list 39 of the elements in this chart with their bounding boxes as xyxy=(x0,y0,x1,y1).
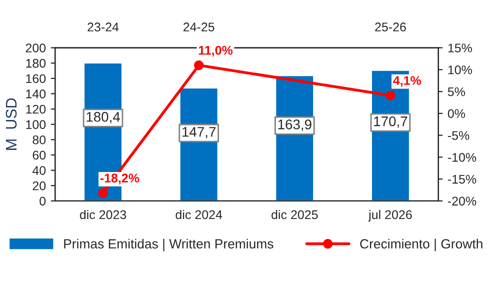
x-tick-label: dic 2023 xyxy=(80,210,126,220)
y2-tick-label: 0% xyxy=(448,109,466,118)
legend-label: Crecimiento | Growth xyxy=(360,238,482,252)
point xyxy=(386,90,396,100)
y-tick-label: 0 xyxy=(40,196,46,206)
y2-tick-label: -20% xyxy=(448,196,476,206)
y2-tick-label: 10% xyxy=(448,65,472,74)
y-tick-label: 40 xyxy=(32,166,46,175)
y-tick-label: 160 xyxy=(26,74,46,84)
point xyxy=(194,60,204,70)
y-tick-label: 140 xyxy=(26,90,46,98)
data-label: 180,4 xyxy=(86,112,120,124)
text: 24-25 xyxy=(183,22,214,32)
y-tick-label: 180 xyxy=(26,58,46,68)
y2-tick-label: -15% xyxy=(448,174,476,184)
data-label: 11,0% xyxy=(198,46,233,57)
text: 23-24 xyxy=(88,22,119,32)
y2-tick-label: -5% xyxy=(448,131,470,140)
data-label: -18,2% xyxy=(100,174,140,184)
y-tick-label: 20 xyxy=(32,181,46,190)
y-axis-title: M USD xyxy=(6,98,17,150)
text: 25-26 xyxy=(375,22,406,32)
data-label: 170,7 xyxy=(374,116,408,128)
point xyxy=(98,188,108,198)
legend-label: Primas Emitidas | Written Premiums xyxy=(64,238,274,252)
y-tick-label: 120 xyxy=(26,104,46,114)
x-tick-label: dic 2024 xyxy=(176,210,222,220)
data-label: 147,7 xyxy=(182,127,216,138)
data-label: 163,9 xyxy=(278,120,312,131)
y-tick-label: 80 xyxy=(32,135,46,144)
y2-tick-label: -10% xyxy=(448,152,476,162)
y-tick-label: 60 xyxy=(32,150,46,160)
y2-tick-label: 5% xyxy=(448,87,466,96)
data-label: 4,1% xyxy=(393,76,422,87)
y-tick-label: 200 xyxy=(26,44,46,52)
y2-tick-label: 15% xyxy=(448,44,472,52)
y-tick-label: 100 xyxy=(26,120,46,129)
x-tick-label: dic 2025 xyxy=(272,210,318,220)
x-tick-label: jul 2026 xyxy=(368,210,412,222)
